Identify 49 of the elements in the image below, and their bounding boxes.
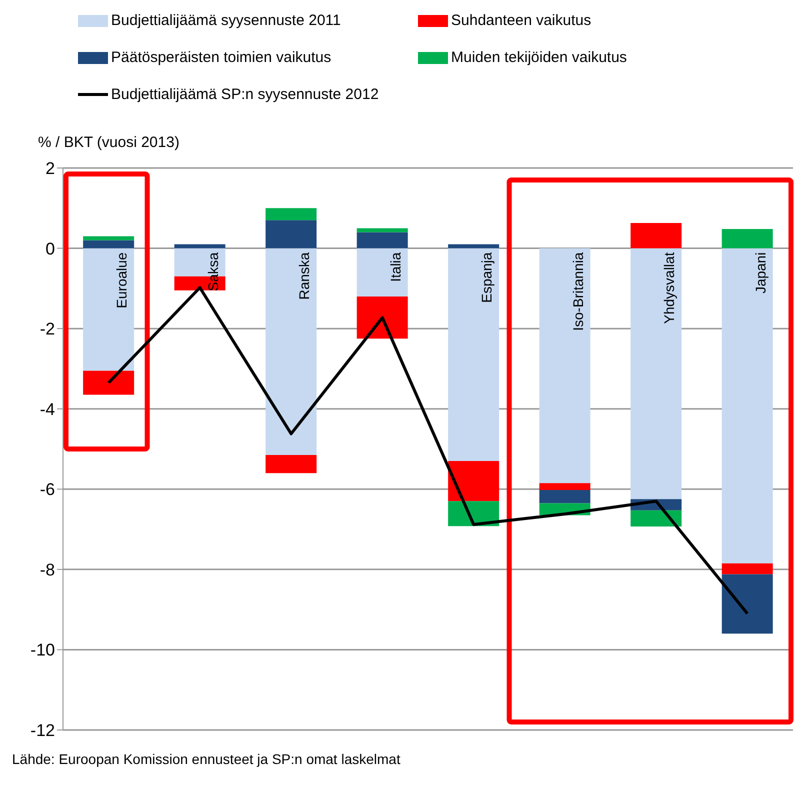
bar	[448, 248, 500, 462]
x-tick-label: Euroalue	[114, 252, 130, 308]
legend-label: Suhdanteen vaikutus	[451, 12, 592, 29]
bar	[266, 455, 317, 474]
text: Lähde: Euroopan Komission ennusteet ja SP:n omat laskelmat	[11, 751, 402, 767]
y-tick-label: -6	[40, 480, 55, 500]
bar	[83, 248, 134, 371]
bar	[356, 248, 408, 296]
bar	[722, 248, 773, 564]
bar	[266, 248, 317, 456]
bar	[356, 232, 408, 248]
y-tick-label: 2	[46, 159, 55, 178]
bar	[83, 240, 134, 248]
bar	[174, 244, 226, 248]
bar	[722, 574, 773, 634]
bar	[448, 244, 500, 248]
bar	[83, 370, 134, 395]
y-axis-title: % / BKT (vuosi 2013)	[37, 134, 180, 153]
legend-label: Muiden tekijöiden vaikutus	[451, 49, 627, 66]
bar	[630, 222, 682, 248]
bar	[266, 220, 317, 248]
x-tick-label: Espanja	[478, 252, 495, 303]
y-tick-label: -12	[30, 721, 55, 740]
bar	[356, 228, 408, 232]
x-tick-label: Japani	[752, 252, 768, 294]
y-tick-label: -10	[30, 640, 55, 660]
bar	[539, 490, 590, 504]
x-tick-label: Iso-Britannia	[570, 252, 586, 331]
y-tick-label: -2	[40, 320, 55, 339]
bar	[266, 208, 317, 220]
x-tick-label: Yhdysvallat	[661, 252, 678, 324]
y-tick-label: -8	[40, 560, 55, 580]
bar	[83, 236, 134, 240]
bar	[356, 296, 408, 339]
y-tick-label: -4	[40, 400, 55, 419]
y-tick-label: 0	[46, 239, 55, 258]
bar	[448, 461, 500, 502]
x-tick-label: Italia	[387, 252, 404, 282]
x-tick-label: Saksa	[204, 252, 221, 292]
bar	[539, 248, 590, 484]
bar	[630, 510, 682, 526]
x-tick-label: Ranska	[296, 252, 312, 300]
bar	[539, 483, 590, 490]
legend-label: Päätösperäisten toimien vaikutus	[111, 49, 332, 66]
legend-label: Budjettialijäämä syysennuste 2011	[111, 12, 341, 29]
legend-label: Budjettialijäämä SP:n syysennuste 2012	[111, 86, 379, 103]
bar	[722, 563, 773, 574]
bar	[722, 229, 773, 248]
bar	[630, 248, 682, 500]
